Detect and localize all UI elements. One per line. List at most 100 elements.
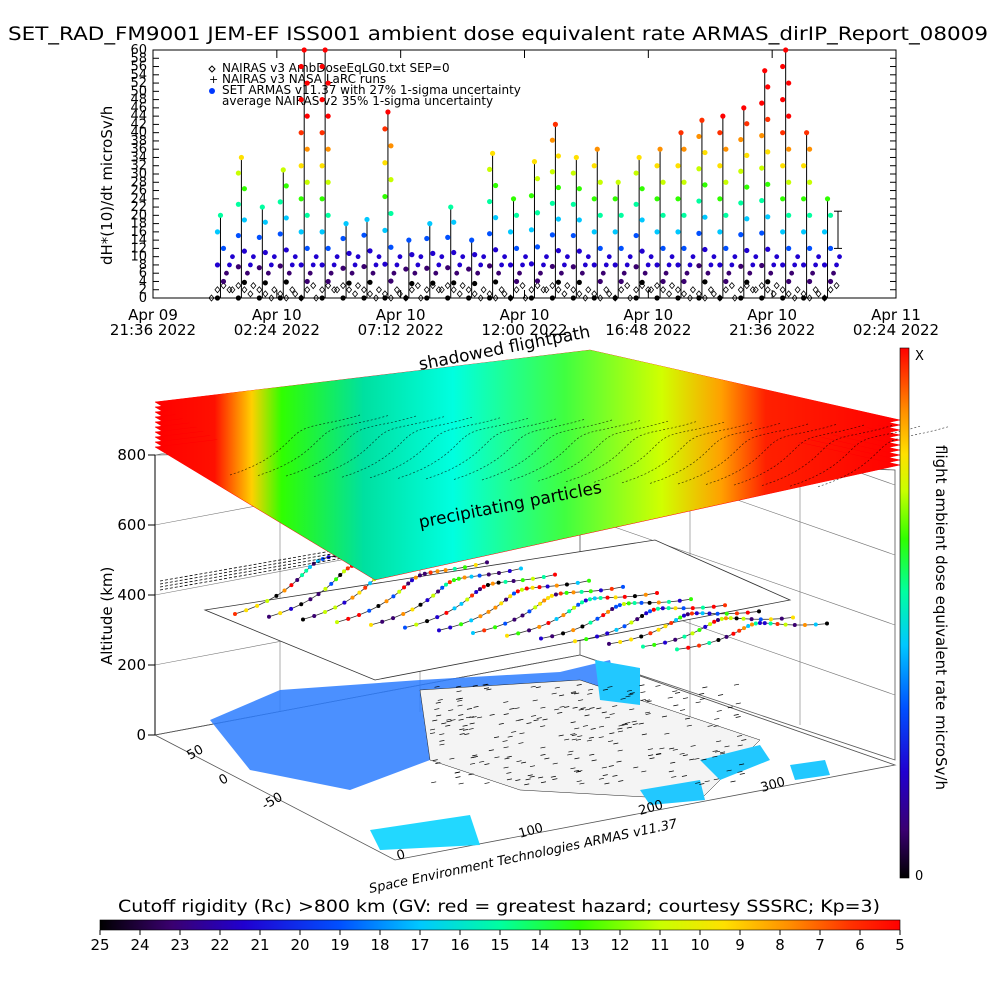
map-track <box>574 727 580 730</box>
map-track <box>629 708 635 711</box>
orbit-point <box>666 606 671 611</box>
armas-point <box>786 179 792 185</box>
x-tick-label: Apr 10 <box>623 306 673 324</box>
armas-point <box>633 295 639 301</box>
map-track <box>713 725 719 727</box>
lat-tick-label: -50 <box>260 790 286 814</box>
armas-point <box>531 159 538 165</box>
orbit-point <box>549 593 554 598</box>
map-track <box>435 701 441 704</box>
armas-point <box>591 163 597 169</box>
y-tick-label: 24 <box>130 192 147 207</box>
map-track <box>626 726 632 729</box>
armas-point <box>681 179 687 185</box>
nairas-point <box>334 286 341 294</box>
map-track <box>432 719 438 722</box>
map-track <box>612 705 618 707</box>
map-track <box>670 761 676 764</box>
armas-point <box>367 248 373 254</box>
y-tick-label: 22 <box>130 200 147 215</box>
orbit-point <box>437 628 441 633</box>
armas-point <box>795 254 801 260</box>
armas-point <box>555 153 562 159</box>
nairas-point <box>585 286 592 294</box>
armas-point <box>409 252 415 258</box>
map-track <box>530 685 536 688</box>
nairas-point <box>214 286 221 294</box>
nairas-point <box>283 294 290 302</box>
armas-point <box>804 130 810 136</box>
map-track <box>429 732 436 735</box>
armas-point <box>821 295 828 301</box>
x-tick-label: 02:24 2022 <box>853 321 939 339</box>
map-track <box>445 724 451 727</box>
armas-point <box>388 278 394 284</box>
armas-point <box>576 248 582 254</box>
orbit-point <box>561 613 566 618</box>
orbit-point <box>323 586 328 591</box>
armas-point <box>597 179 603 185</box>
rigidity-tick-label: 15 <box>490 936 509 954</box>
orbit-point <box>682 634 687 639</box>
orbit-point <box>741 616 746 621</box>
orbit-point <box>550 634 555 639</box>
armas-point <box>765 149 771 155</box>
orbit-point <box>516 631 521 636</box>
map-track <box>604 716 611 719</box>
orbit-point <box>456 576 461 581</box>
armas-point <box>528 227 535 233</box>
orbit-point <box>609 586 614 591</box>
armas-point <box>256 265 262 271</box>
orbit-point <box>708 622 713 627</box>
map-track <box>503 746 509 749</box>
map-track <box>712 750 718 752</box>
armas-point <box>807 212 813 218</box>
armas-point <box>361 232 367 238</box>
nairas-point <box>785 290 792 298</box>
armas-point <box>702 246 708 253</box>
orbit-point <box>546 621 551 626</box>
nairas-point <box>549 281 556 290</box>
y-tick-label: 14 <box>130 233 147 248</box>
ribbon-line <box>159 541 401 585</box>
armas-point <box>412 270 418 276</box>
z-tick-label: 200 <box>117 656 146 674</box>
armas-point <box>633 201 639 207</box>
map-track <box>598 736 604 739</box>
armas-point <box>824 196 831 202</box>
armas-point <box>334 254 340 260</box>
nairas-point <box>450 286 457 294</box>
orbit-point <box>391 616 396 621</box>
y-tick-label: 18 <box>130 217 147 232</box>
armas-point <box>801 229 807 235</box>
armas-point <box>759 197 765 204</box>
nairas-point <box>806 294 813 302</box>
nairas-point <box>480 286 487 294</box>
orbit-point <box>622 624 627 629</box>
rigidity-tick-label: 16 <box>450 936 469 954</box>
armas-point <box>738 168 744 174</box>
map-track <box>702 686 708 689</box>
armas-point <box>265 270 271 276</box>
orbit-point <box>473 563 478 568</box>
armas-point <box>322 47 328 53</box>
orbit-point <box>316 592 321 597</box>
x-tick-label: Apr 11 <box>871 306 921 324</box>
armas-point <box>606 254 612 260</box>
map-track <box>617 727 623 730</box>
orbit-point <box>308 597 313 602</box>
map-track <box>455 776 461 778</box>
map-track <box>733 683 740 686</box>
nairas-point <box>346 286 353 294</box>
orbit-point <box>369 622 373 627</box>
armas-point <box>325 146 331 152</box>
armas-point <box>224 270 229 276</box>
armas-point <box>675 229 681 235</box>
map-track <box>701 758 707 761</box>
orbit-point <box>694 611 699 616</box>
orbit-point <box>610 607 615 612</box>
slab-track <box>677 423 809 485</box>
armas-point <box>472 252 478 258</box>
orbit-point <box>757 609 761 614</box>
armas-point <box>325 113 331 119</box>
